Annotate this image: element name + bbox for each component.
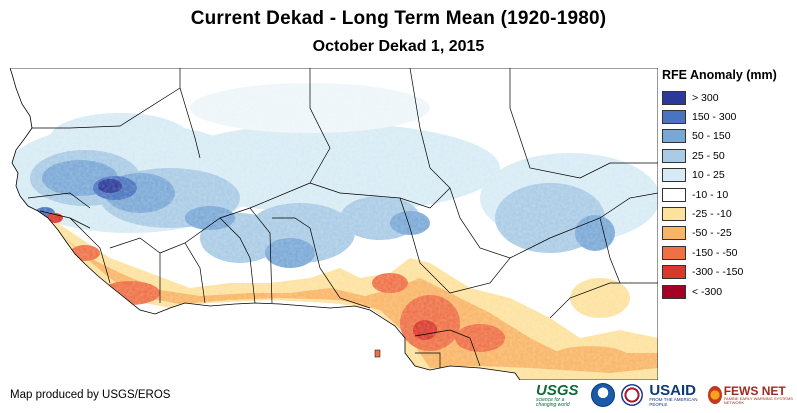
usaid-logo: USAID FROM THE AMERICAN PEOPLE [649,382,698,407]
legend-item: -50 - -25 [662,224,794,243]
legend-item: 10 - 25 [662,166,794,185]
legend-label: -25 - -10 [692,208,732,221]
legend-label: -300 - -150 [692,266,744,279]
legend-swatch [662,168,686,183]
logo-strip: USGS science for a changing world USAID … [536,380,794,410]
legend-swatch [662,284,686,299]
legend-title: RFE Anomaly (mm) [662,68,777,82]
anomaly-field [10,68,658,380]
fews-globe-icon [707,386,722,404]
legend-item: 25 - 50 [662,146,794,165]
anomaly-map [10,68,658,380]
legend-item: -25 - -10 [662,204,794,223]
credit-text: Map produced by USGS/EROS [10,389,171,401]
legend-item: < -300 [662,282,794,301]
legend-swatch [662,90,686,105]
legend-label: -10 - 10 [692,188,729,201]
legend-label: -150 - -50 [692,246,738,259]
legend-label: 25 - 50 [692,149,725,162]
usaid-seal-icon [621,384,644,406]
legend-swatch [662,110,686,125]
legend: RFE Anomaly (mm) > 300 150 - 300 50 - 150 2… [662,68,794,301]
legend-swatch [662,265,686,280]
legend-item: -300 - -150 [662,263,794,282]
legend-label: > 300 [692,91,719,104]
legend-items: > 300 150 - 300 50 - 150 25 - 50 10 - 25 -10 … [662,88,794,301]
legend-swatch [662,148,686,163]
legend-item: -150 - -50 [662,243,794,262]
legend-label: < -300 [692,285,723,298]
legend-item: > 300 [662,88,794,107]
legend-swatch [662,129,686,144]
map-title: Current Dekad - Long Term Mean (1920-198… [190,8,607,29]
legend-swatch [662,187,686,202]
legend-swatch [662,226,686,241]
legend-item: -10 - 10 [662,185,794,204]
island [374,349,381,358]
legend-item: 50 - 150 [662,127,794,146]
usgs-logo: USGS science for a changing world [536,381,579,408]
legend-label: 150 - 300 [692,111,737,124]
legend-label: 10 - 25 [692,169,725,182]
map-subtitle: October Dekad 1, 2015 [312,38,485,55]
legend-label: -50 - -25 [692,227,732,240]
legend-swatch [662,207,686,222]
legend-item: 150 - 300 [662,107,794,126]
noaa-logo-icon [591,383,616,407]
fews-net-logo: FEWS NET FAMINE EARLY WARNING SYSTEMS NE… [707,385,794,405]
legend-swatch [662,245,686,260]
country-borders [27,68,658,368]
legend-label: 50 - 150 [692,130,731,143]
